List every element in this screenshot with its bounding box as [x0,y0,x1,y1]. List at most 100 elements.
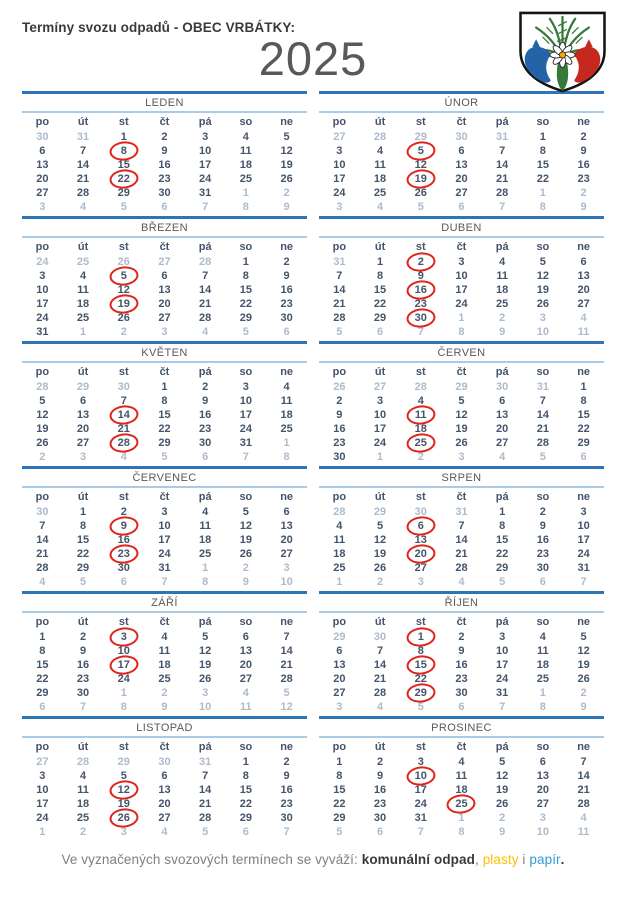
day-cell: 27 [239,673,252,685]
month-title-leden: LEDEN [22,94,307,113]
day-cell: 2 [161,687,168,699]
day-cell: 15 [158,409,171,421]
collection-day: 28 [115,436,133,450]
day-cell: 2 [283,256,290,268]
day-cell: 18 [199,534,212,546]
weekday-header: st [415,741,426,753]
day-cell: 7 [202,770,209,782]
weekday-header: pá [495,616,509,628]
day-cell: 16 [280,284,293,296]
day-cell: 5 [242,326,249,338]
collection-day: 25 [412,436,430,450]
month-title-cerven: ČERVEN [319,344,604,363]
day-cell: 19 [373,548,387,560]
day-cell: 11 [77,284,89,296]
day-cell: 29 [239,312,252,324]
weekday-header: čt [456,616,467,628]
day-cell: 3 [580,506,587,518]
weekday-header: so [536,491,550,503]
collection-day: 17 [115,658,133,672]
weekday-header: ne [280,741,294,753]
week-row: 6 7 8 9 10 11 12 [22,144,307,158]
day-cell: 21 [117,423,130,435]
day-cell: 11 [577,826,590,838]
weekday-header: po [35,366,50,378]
week-row: 20 21 22 23 24 25 26 [22,172,307,186]
week-row: 1 2 3 4 5 6 7 [319,755,604,769]
footer-legend: Ve vyznačených svozových termínech se vy… [22,852,604,867]
day-cell: 26 [536,298,549,310]
week-row: 29 30 31 1 2 3 4 [319,811,604,825]
day-cell: 6 [79,395,87,407]
day-cell: 6 [202,451,209,463]
week-row: 22 23 24 25 26 27 28 [22,672,307,686]
day-cell: 24 [36,812,49,824]
day-cell: 8 [580,395,587,407]
day-cell: 27 [36,187,49,199]
month-prosinec: PROSINEC po út st čt pá so ne 1 2 3 4 5 6 7 8 9 10 11 12 13 1… [319,716,604,841]
weekday-header: čt [159,116,170,128]
day-cell: 3 [202,131,209,143]
day-cell: 25 [199,548,212,560]
horse-head-red [572,46,601,83]
day-cell: 6 [539,756,546,768]
day-cell: 3 [120,826,127,838]
weekday-header: so [239,616,253,628]
week-row: 5 6 7 8 9 10 11 [22,394,307,408]
weekday-header: ne [577,741,591,753]
week-row: 29 30 1 2 3 4 5 [319,630,604,644]
day-cell: 6 [458,201,465,213]
month-title-kveten: KVĚTEN [22,344,307,363]
week-row: 21 22 23 24 25 26 27 [22,547,307,561]
day-cell: 10 [158,520,171,532]
week-row: 3 4 5 6 7 8 9 [22,269,307,283]
day-cell: 30 [199,437,212,449]
day-cell: 5 [580,631,587,643]
day-cell: 28 [373,131,387,143]
day-cell: 12 [280,701,293,713]
collection-day: 20 [412,547,430,561]
week-row: 17 18 19 20 21 22 23 [22,797,307,811]
day-cell: 14 [76,159,90,171]
week-row: 7 8 9 10 11 12 13 [319,269,604,283]
day-cell: 3 [417,576,424,588]
day-cell: 25 [496,298,509,310]
day-cell: 23 [280,798,293,810]
day-cell: 14 [536,409,549,421]
weekday-header: čt [456,741,467,753]
week-row: 9 10 11 12 13 14 15 [319,408,604,422]
day-cell: 23 [199,423,212,435]
day-cell: 5 [336,326,343,338]
day-cell: 24 [36,256,49,268]
day-cell: 9 [580,201,587,213]
day-cell: 8 [242,201,249,213]
day-cell: 6 [580,256,587,268]
day-cell: 5 [120,201,127,213]
day-cell: 2 [336,395,343,407]
day-cell: 17 [373,423,387,435]
day-cell: 27 [36,756,49,768]
weekday-header: so [239,491,253,503]
day-cell: 18 [239,159,252,171]
day-cell: 7 [499,145,506,157]
day-cell: 28 [577,798,590,810]
day-cell: 30 [36,506,49,518]
day-cell: 5 [79,576,87,588]
day-cell: 17 [36,298,49,310]
week-row: 24 25 26 27 28 1 2 [319,186,604,200]
day-cell: 2 [283,187,290,199]
day-cell: 18 [76,798,90,810]
month-grid-duben: po út st čt pá so ne 31 1 2 3 4 5 6 7 8 9 10 11 12 13 14 15 16 1… [319,238,604,339]
day-cell: 7 [120,395,127,407]
day-cell: 2 [580,131,587,143]
day-cell: 26 [36,437,49,449]
weekday-header: st [415,366,426,378]
weekday-header: čt [456,491,467,503]
day-cell: 12 [414,159,427,171]
day-cell: 18 [536,659,549,671]
day-cell: 17 [414,784,427,796]
day-cell: 3 [376,395,384,407]
day-cell: 8 [242,270,249,282]
weekday-header: ne [577,241,591,253]
weekday-header: po [332,741,347,753]
